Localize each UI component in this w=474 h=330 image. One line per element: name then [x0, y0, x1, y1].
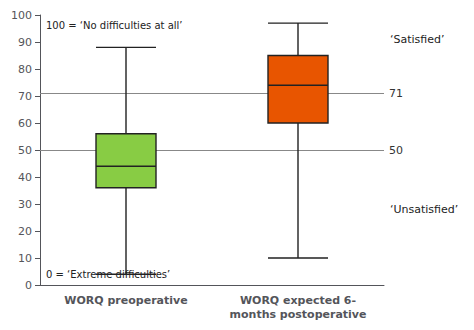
svg-text:WORQ preoperative: WORQ preoperative	[64, 294, 187, 307]
svg-text:10: 10	[18, 252, 32, 265]
svg-text:90: 90	[18, 36, 32, 49]
svg-text:0: 0	[25, 279, 32, 292]
svg-text:70: 70	[18, 90, 32, 103]
svg-text:80: 80	[18, 63, 32, 76]
svg-text:71: 71	[389, 87, 403, 100]
svg-text:WORQ expected 6-: WORQ expected 6-	[240, 294, 356, 307]
svg-text:100 = ‘No difficulties at all’: 100 = ‘No difficulties at all’	[46, 20, 183, 31]
svg-text:‘Unsatisfied’: ‘Unsatisfied’	[390, 203, 458, 216]
svg-text:100: 100	[11, 9, 32, 22]
svg-text:20: 20	[18, 225, 32, 238]
svg-text:months postoperative: months postoperative	[230, 308, 367, 321]
svg-text:0 = ‘Extreme difficulties’: 0 = ‘Extreme difficulties’	[46, 269, 170, 280]
svg-text:50: 50	[18, 144, 32, 157]
svg-text:30: 30	[18, 198, 32, 211]
svg-text:60: 60	[18, 117, 32, 130]
svg-text:50: 50	[389, 144, 403, 157]
svg-text:40: 40	[18, 171, 32, 184]
svg-text:‘Satisfied’: ‘Satisfied’	[390, 33, 445, 46]
